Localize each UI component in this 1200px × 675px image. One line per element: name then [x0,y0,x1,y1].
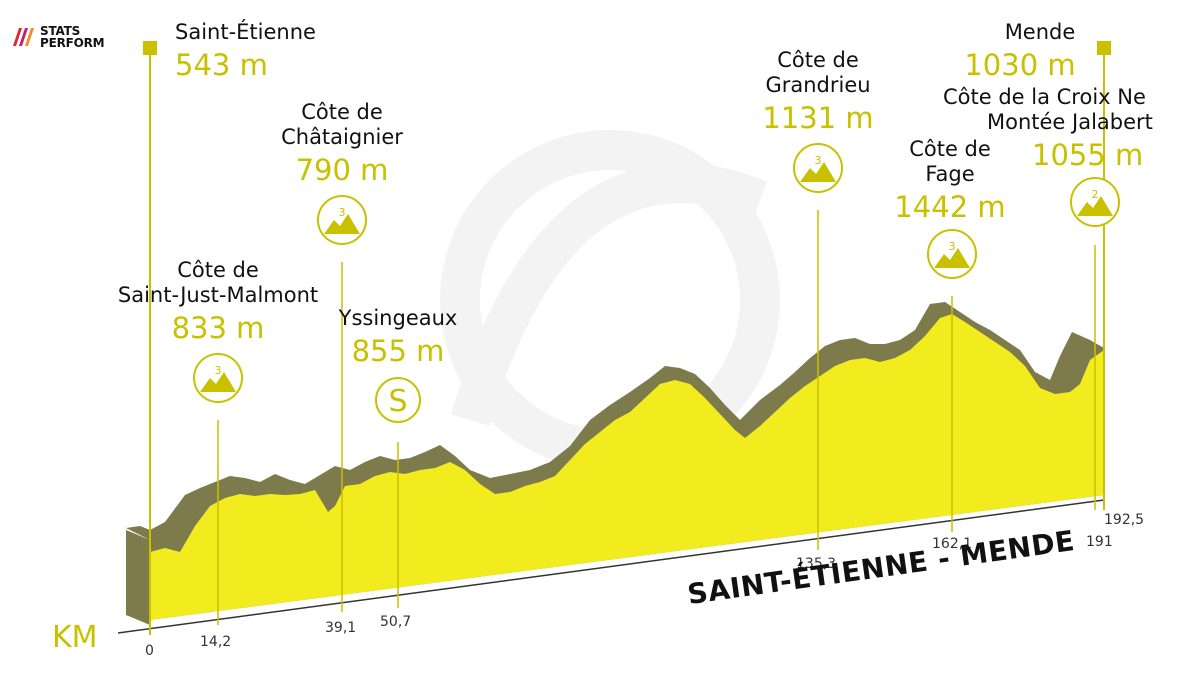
svg-text:3: 3 [949,240,956,253]
logo-line1: STATS [40,24,81,38]
km-tick-3: 50,7 [380,614,412,630]
start-altitude: 543 m [175,48,268,82]
finish-altitude: 1030 m [964,48,1076,82]
km-tick-2: 39,1 [325,620,357,636]
climb-badge-icon-c4: 3 [927,229,977,279]
c5-name-line2: Montée Jalabert [987,110,1153,134]
sprint-altitude: 855 m [351,334,445,368]
c3-name-line2: Grandrieu [765,73,871,97]
km-axis-title: KM [52,620,98,655]
c5-altitude: 1055 m [1032,138,1144,172]
c2-name-line1: Côte de [301,100,383,124]
sprint-name: Yssingeaux [338,306,458,330]
stats-perform-logo: STATS PERFORM [10,24,105,50]
km-tick-4: 135,3 [796,556,837,572]
km-axis-line [117,499,1105,634]
c4-altitude: 1442 m [894,190,1006,224]
svg-text:3: 3 [215,364,222,377]
climb-badge-icon-c2: 3 [317,195,367,245]
km-tick-0: 0 [145,643,154,659]
c1-altitude: 833 m [171,311,265,345]
finish-name: Mende [1004,20,1076,44]
c3-altitude: 1131 m [762,101,874,135]
c4-name-line2: Fage [925,162,975,186]
profile-side-face [126,530,150,625]
logo-line2: PERFORM [40,36,105,50]
c5-name-line1: Côte de la Croix Ne [943,85,1146,109]
finish-flag-icon [1097,41,1111,55]
stats-perform-logo-icon [13,28,34,46]
climb-badge-icon-c1: 3 [193,353,243,403]
start-name: Saint-Étienne [175,20,316,44]
c2-name-line2: Châtaignier [281,125,403,149]
climb-badge-icon-c5: 2 [1070,177,1120,227]
start-flag-icon [143,41,157,55]
c1-name-line1: Côte de [177,258,259,282]
c4-name-line1: Côte de [909,137,991,161]
km-tick-1: 14,2 [200,634,232,650]
profile-front-face [150,314,1104,620]
sprint-badge-icon: S [375,377,421,423]
c2-altitude: 790 m [295,153,389,187]
svg-text:3: 3 [815,154,822,167]
km-tick-7: 192,5 [1104,512,1145,528]
svg-text:3: 3 [339,206,346,219]
climb-badge-icon-c3: 3 [793,143,843,193]
c1-name-line2: Saint-Just-Malmont [117,283,319,307]
svg-text:S: S [388,384,407,419]
km-tick-5: 162,1 [932,536,973,552]
c3-name-line1: Côte de [777,48,859,72]
svg-text:2: 2 [1092,188,1099,201]
km-tick-6: 191 [1086,534,1113,550]
